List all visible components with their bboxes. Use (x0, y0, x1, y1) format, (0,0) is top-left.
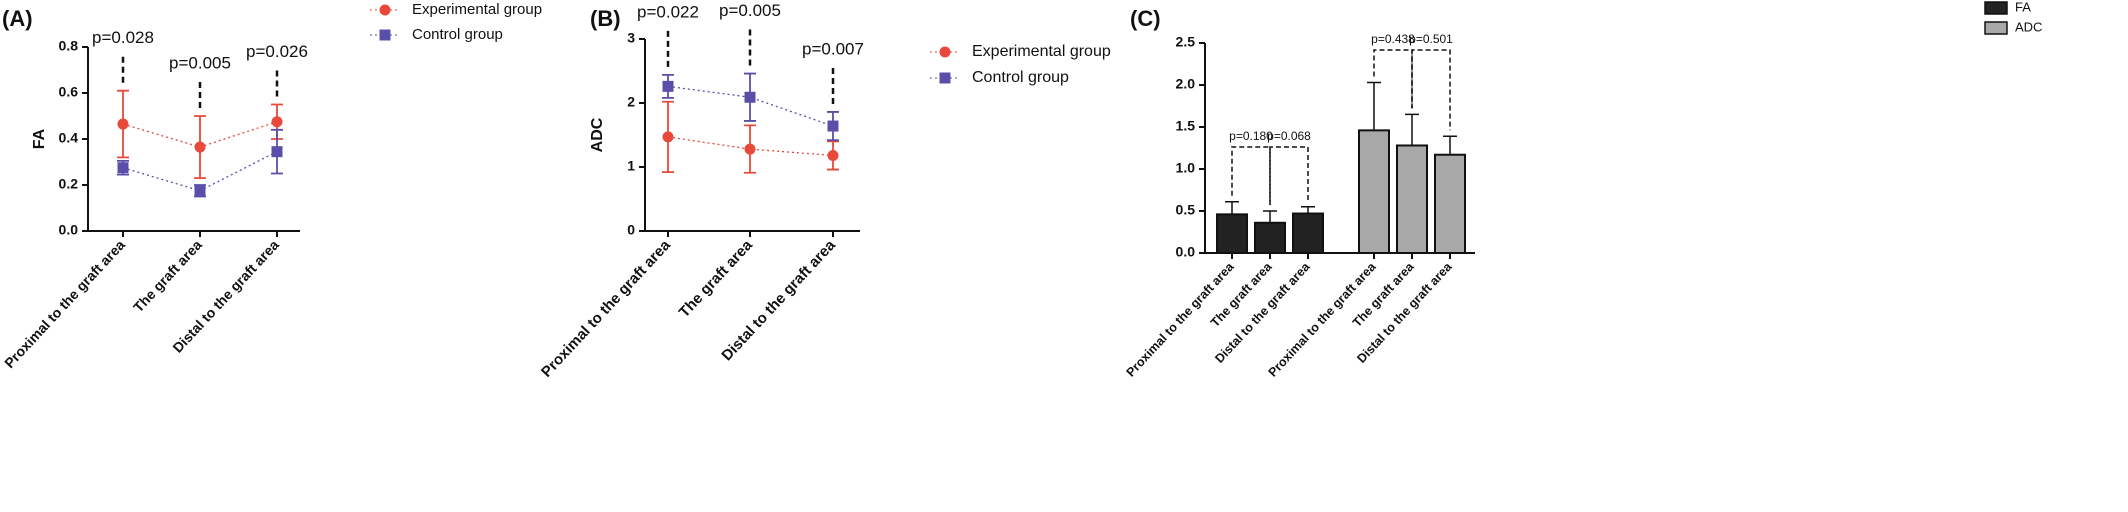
bar (1396, 144, 1428, 254)
point (271, 116, 283, 128)
y-tick-label: 2.5 (1176, 34, 1196, 50)
annotation-bracket (1231, 146, 1271, 205)
bar (1292, 212, 1324, 255)
y-tick-label: 0.8 (59, 38, 79, 54)
annotation: p=0.026 (246, 42, 308, 61)
point (194, 141, 206, 153)
annotation-bracket (1411, 49, 1451, 131)
annotation: p=0.438 (1371, 32, 1415, 46)
error-bar (1225, 201, 1239, 215)
legend-marker (939, 72, 951, 84)
error-bar (1263, 210, 1277, 223)
point (117, 118, 129, 130)
bar (1254, 221, 1286, 254)
annotation: p=0.007 (802, 39, 864, 58)
legend-label: Control group (412, 26, 503, 43)
legend-marker (939, 46, 951, 58)
error-bar (1405, 113, 1419, 146)
panel-label: (A) (2, 6, 33, 31)
error-bar (1367, 81, 1381, 131)
annotation: p=0.022 (637, 2, 699, 21)
point (662, 131, 674, 143)
y-tick-label: 0.5 (1176, 202, 1196, 218)
y-tick-label: 0.0 (59, 222, 79, 238)
x-tick-label: The graft area (130, 237, 205, 316)
legend-marker (379, 4, 391, 16)
y-tick-label: 0 (627, 222, 635, 238)
point (827, 120, 839, 132)
annotation: p=0.068 (1267, 129, 1311, 143)
legend-marker (379, 29, 391, 41)
point (194, 185, 206, 197)
point (117, 162, 129, 174)
y-tick-label: 0.2 (59, 176, 79, 192)
bar (1358, 129, 1390, 254)
point (827, 149, 839, 161)
panel-label: (C) (1130, 6, 1161, 31)
legend-label: ADC (2015, 19, 2042, 34)
y-tick-label: 0.0 (1176, 244, 1196, 260)
y-tick-label: 2 (627, 94, 635, 110)
error-bar (1443, 135, 1457, 155)
legend-label: FA (2015, 0, 2031, 14)
y-axis-title: ADC (589, 117, 606, 152)
point (271, 146, 283, 158)
point (744, 143, 756, 155)
annotation: p=0.180 (1229, 129, 1273, 143)
annotation: p=0.005 (169, 53, 231, 72)
y-tick-label: 3 (627, 30, 635, 46)
y-tick-label: 2.0 (1176, 76, 1196, 92)
legend-swatch (1984, 21, 2008, 35)
annotation: p=0.028 (92, 28, 154, 47)
y-tick-label: 1 (627, 158, 635, 174)
legend-swatch (1984, 1, 2008, 15)
bar (1434, 153, 1466, 254)
y-tick-label: 0.6 (59, 84, 79, 100)
panel-label: (B) (590, 6, 621, 31)
y-axis-title: FA (31, 128, 48, 149)
x-tick-label: The graft area (676, 236, 757, 321)
error-bar (1301, 206, 1315, 214)
x-tick-label: Proximal to the graft area (538, 236, 674, 380)
y-tick-label: 1.5 (1176, 118, 1196, 134)
annotation-bracket (1269, 146, 1309, 205)
annotation-bracket (1373, 49, 1413, 109)
legend-label: Experimental group (412, 1, 542, 18)
bar (1216, 213, 1248, 254)
point (662, 80, 674, 92)
x-tick-label: Proximal to the graft area (1, 237, 128, 372)
point (744, 91, 756, 103)
y-tick-label: 0.4 (59, 130, 79, 146)
annotation: p=0.005 (719, 1, 781, 20)
annotation: p=0.501 (1409, 32, 1453, 46)
y-tick-label: 1.0 (1176, 160, 1196, 176)
legend-label: Experimental group (972, 43, 1111, 60)
legend-label: Control group (972, 69, 1069, 86)
series-line (667, 85, 834, 127)
